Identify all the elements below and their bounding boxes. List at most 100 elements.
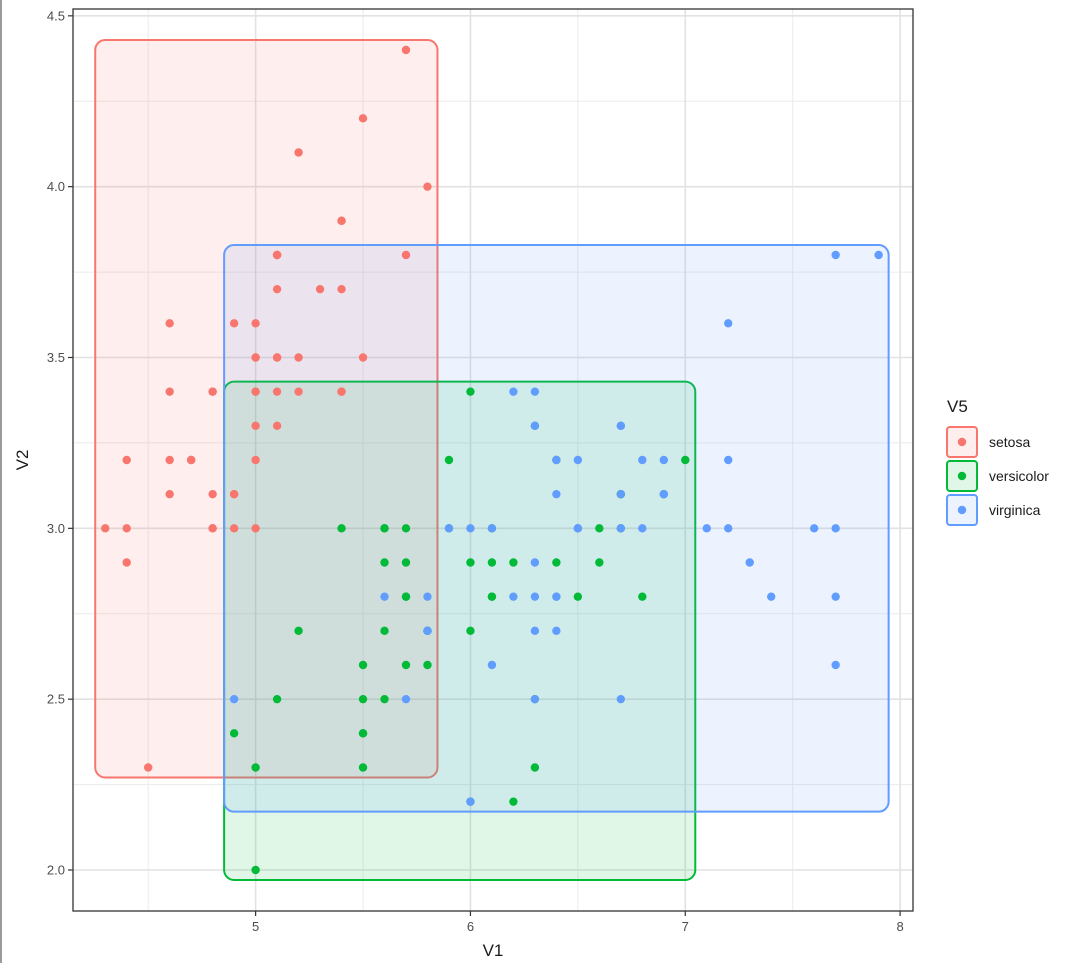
data-point-virginica — [552, 489, 561, 499]
data-point-versicolor — [423, 660, 432, 670]
y-axis-title: V2 — [13, 450, 32, 471]
data-point-setosa — [272, 353, 282, 362]
data-point-setosa — [208, 387, 217, 396]
data-point-setosa — [423, 182, 432, 191]
data-point-virginica — [530, 558, 540, 567]
data-point-virginica — [444, 524, 454, 533]
y-tick-label: 3.0 — [47, 521, 65, 536]
data-point-setosa — [165, 455, 174, 465]
data-point-setosa — [315, 284, 325, 294]
data-point-versicolor — [294, 626, 303, 636]
data-point-versicolor — [444, 455, 454, 465]
data-point-virginica — [530, 421, 540, 431]
data-point-versicolor — [358, 694, 368, 704]
data-point-setosa — [165, 319, 174, 328]
data-point-setosa — [165, 489, 174, 499]
data-point-setosa — [122, 455, 131, 465]
data-point-virginica — [530, 626, 540, 636]
data-point-setosa — [229, 489, 239, 499]
data-point-virginica — [530, 387, 540, 396]
data-point-setosa — [251, 524, 260, 533]
data-points — [101, 45, 883, 875]
data-point-versicolor — [337, 524, 346, 533]
data-point-versicolor — [530, 763, 540, 772]
data-point-versicolor — [401, 592, 411, 601]
data-point-virginica — [487, 660, 497, 670]
data-point-setosa — [251, 353, 260, 362]
data-point-setosa — [272, 387, 282, 396]
legend-label: virginica — [989, 502, 1041, 518]
data-point-virginica — [638, 524, 647, 533]
legend-title: V5 — [947, 397, 968, 416]
data-point-versicolor — [380, 626, 389, 636]
data-point-setosa — [101, 524, 110, 533]
data-point-setosa — [122, 524, 131, 533]
data-point-virginica — [724, 455, 733, 465]
data-point-versicolor — [487, 592, 497, 601]
data-point-virginica — [831, 524, 840, 533]
data-point-setosa — [122, 558, 131, 567]
data-point-virginica — [423, 626, 432, 636]
data-point-setosa — [229, 319, 239, 328]
data-point-setosa — [208, 524, 217, 533]
data-point-versicolor — [229, 729, 239, 738]
data-point-virginica — [831, 250, 840, 260]
data-point-setosa — [272, 421, 282, 431]
y-tick-label: 3.5 — [47, 350, 65, 365]
data-point-virginica — [573, 455, 583, 465]
data-point-virginica — [724, 524, 733, 533]
legend-key-point — [957, 437, 967, 447]
data-point-versicolor — [272, 694, 282, 704]
data-point-versicolor — [466, 558, 475, 567]
data-point-versicolor — [681, 455, 690, 465]
data-point-versicolor — [509, 558, 518, 567]
data-point-versicolor — [380, 524, 389, 533]
data-point-setosa — [401, 45, 411, 55]
data-point-versicolor — [251, 865, 260, 875]
x-tick-label: 6 — [467, 919, 474, 934]
data-point-setosa — [143, 763, 153, 772]
data-point-virginica — [401, 694, 411, 704]
data-point-versicolor — [358, 763, 368, 772]
data-point-versicolor — [638, 592, 647, 601]
data-point-setosa — [294, 353, 303, 362]
data-point-setosa — [272, 250, 282, 260]
data-point-setosa — [294, 387, 303, 396]
data-point-versicolor — [552, 558, 561, 567]
legend-key-point — [957, 505, 967, 515]
data-point-virginica — [724, 319, 733, 328]
data-point-virginica — [530, 694, 540, 704]
data-point-setosa — [208, 489, 217, 499]
data-point-versicolor — [358, 660, 368, 670]
data-point-setosa — [165, 387, 174, 396]
data-point-versicolor — [380, 558, 389, 567]
x-tick-label: 8 — [896, 919, 903, 934]
data-point-virginica — [380, 592, 389, 601]
legend-item-setosa: setosa — [946, 426, 1030, 458]
group-rectangles — [94, 39, 890, 881]
data-point-setosa — [251, 319, 260, 328]
data-point-setosa — [251, 387, 260, 396]
data-point-versicolor — [401, 558, 411, 567]
x-axis-title: V1 — [483, 941, 504, 960]
x-tick-label: 5 — [252, 919, 259, 934]
data-point-virginica — [745, 558, 754, 567]
data-point-setosa — [251, 421, 260, 431]
group-rectangle-setosa — [94, 39, 439, 779]
x-tick-label: 7 — [682, 919, 689, 934]
y-tick-label: 2.5 — [47, 692, 65, 707]
axis-ticks: 5 6 7 8 2.0 2.5 3.0 3.5 4.0 4.5 — [47, 8, 904, 934]
legend-label: versicolor — [989, 468, 1049, 484]
plot-panel-border — [72, 8, 914, 912]
data-point-virginica — [767, 592, 776, 601]
data-point-virginica — [530, 592, 540, 601]
data-point-virginica — [659, 455, 668, 465]
y-tick-label: 4.5 — [47, 8, 65, 23]
grid-lines — [73, 9, 913, 911]
data-point-virginica — [552, 626, 561, 636]
data-point-virginica — [659, 489, 668, 499]
data-point-virginica — [423, 592, 432, 601]
data-point-virginica — [466, 524, 475, 533]
data-point-versicolor — [380, 694, 389, 704]
